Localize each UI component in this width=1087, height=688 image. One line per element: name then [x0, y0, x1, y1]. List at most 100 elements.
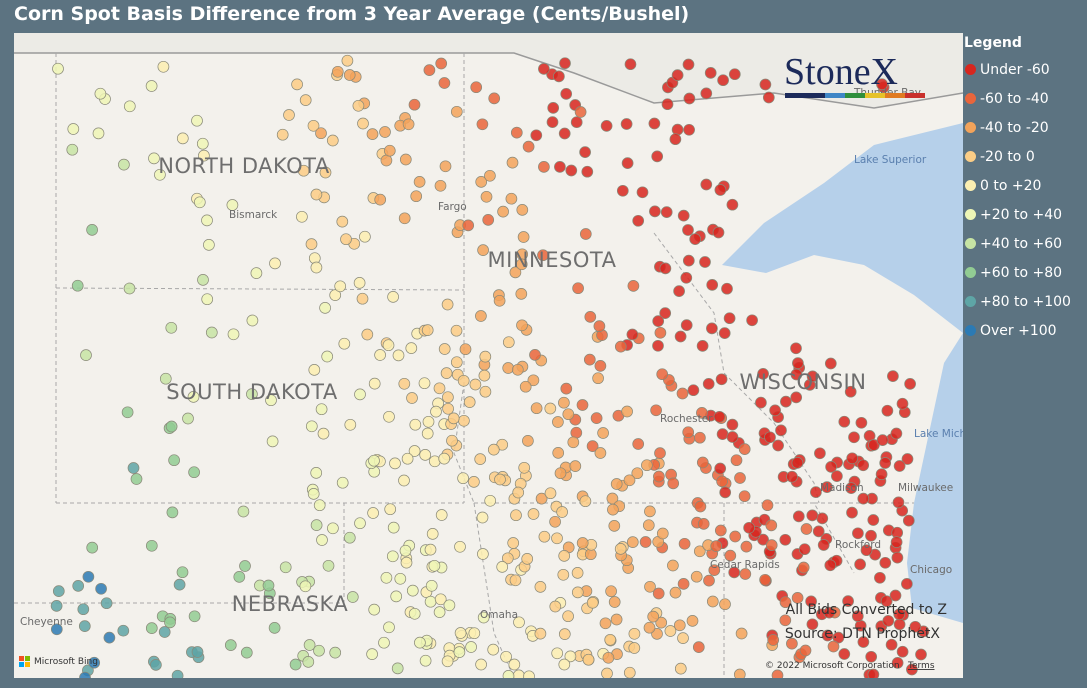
marker[interactable]	[434, 179, 447, 192]
marker[interactable]	[667, 477, 680, 490]
marker[interactable]	[103, 631, 116, 644]
marker[interactable]	[677, 632, 689, 644]
marker[interactable]	[641, 459, 653, 472]
marker[interactable]	[440, 367, 453, 379]
marker[interactable]	[733, 668, 746, 678]
marker[interactable]	[551, 532, 563, 545]
marker[interactable]	[714, 462, 727, 475]
marker[interactable]	[224, 639, 237, 651]
marker[interactable]	[682, 426, 695, 439]
marker[interactable]	[268, 622, 281, 634]
marker[interactable]	[767, 634, 780, 646]
marker[interactable]	[356, 292, 369, 305]
marker[interactable]	[353, 277, 366, 289]
marker[interactable]	[166, 506, 179, 519]
marker[interactable]	[494, 473, 506, 486]
marker[interactable]	[904, 378, 916, 390]
marker[interactable]	[812, 525, 825, 538]
legend-item[interactable]: +20 to +40	[964, 200, 1071, 229]
marker[interactable]	[644, 580, 656, 593]
marker[interactable]	[522, 140, 535, 153]
marker[interactable]	[201, 214, 213, 227]
marker[interactable]	[511, 363, 524, 376]
marker[interactable]	[632, 214, 645, 227]
marker[interactable]	[806, 618, 819, 631]
marker[interactable]	[706, 322, 718, 335]
marker[interactable]	[703, 574, 715, 587]
marker[interactable]	[497, 205, 509, 218]
marker[interactable]	[607, 503, 619, 516]
marker[interactable]	[521, 553, 534, 565]
marker[interactable]	[250, 267, 263, 279]
marker[interactable]	[673, 285, 685, 297]
marker[interactable]	[515, 288, 528, 300]
marker[interactable]	[724, 549, 737, 562]
marker[interactable]	[493, 294, 506, 307]
marker[interactable]	[890, 536, 903, 548]
marker[interactable]	[565, 164, 578, 177]
marker[interactable]	[447, 412, 460, 425]
marker[interactable]	[558, 396, 570, 409]
marker[interactable]	[477, 548, 489, 560]
marker[interactable]	[544, 402, 557, 415]
marker[interactable]	[572, 282, 584, 295]
marker[interactable]	[775, 424, 787, 437]
marker[interactable]	[706, 279, 719, 291]
marker[interactable]	[891, 657, 904, 669]
marker[interactable]	[697, 518, 710, 530]
marker[interactable]	[746, 314, 758, 327]
marker[interactable]	[297, 164, 310, 177]
marker[interactable]	[851, 610, 864, 622]
marker[interactable]	[844, 385, 857, 398]
marker[interactable]	[326, 134, 339, 147]
marker[interactable]	[860, 544, 873, 557]
marker[interactable]	[600, 120, 613, 132]
marker[interactable]	[368, 603, 381, 616]
marker[interactable]	[564, 650, 577, 663]
marker[interactable]	[487, 643, 500, 656]
marker[interactable]	[530, 402, 543, 415]
marker[interactable]	[188, 610, 201, 623]
marker[interactable]	[343, 531, 356, 544]
marker[interactable]	[346, 591, 359, 603]
marker[interactable]	[786, 637, 798, 650]
marker[interactable]	[792, 510, 805, 523]
marker[interactable]	[769, 404, 781, 417]
marker[interactable]	[374, 193, 387, 206]
marker[interactable]	[438, 343, 451, 355]
marker[interactable]	[686, 615, 699, 627]
legend-item[interactable]: +40 to +60	[964, 229, 1071, 258]
marker[interactable]	[462, 219, 475, 232]
marker[interactable]	[558, 127, 571, 140]
marker[interactable]	[906, 663, 918, 676]
marker[interactable]	[671, 123, 684, 136]
marker[interactable]	[95, 582, 107, 595]
marker[interactable]	[336, 215, 349, 228]
marker[interactable]	[496, 561, 509, 573]
marker[interactable]	[441, 655, 454, 668]
marker[interactable]	[680, 319, 693, 331]
marker[interactable]	[650, 404, 662, 417]
marker[interactable]	[706, 595, 719, 608]
marker[interactable]	[367, 507, 379, 519]
marker[interactable]	[558, 658, 571, 671]
marker[interactable]	[765, 539, 778, 551]
marker[interactable]	[145, 622, 158, 634]
marker[interactable]	[426, 528, 439, 540]
marker[interactable]	[534, 581, 547, 593]
marker[interactable]	[291, 78, 303, 91]
marker[interactable]	[651, 150, 664, 163]
marker[interactable]	[654, 326, 667, 339]
marker[interactable]	[454, 540, 466, 553]
marker[interactable]	[315, 403, 328, 416]
marker[interactable]	[71, 279, 84, 292]
marker[interactable]	[398, 377, 411, 390]
marker[interactable]	[798, 543, 811, 556]
marker[interactable]	[549, 600, 562, 613]
marker[interactable]	[554, 467, 567, 480]
marker[interactable]	[319, 302, 331, 314]
marker[interactable]	[67, 123, 80, 135]
marker[interactable]	[434, 593, 447, 606]
marker[interactable]	[509, 266, 522, 279]
marker[interactable]	[891, 551, 904, 564]
